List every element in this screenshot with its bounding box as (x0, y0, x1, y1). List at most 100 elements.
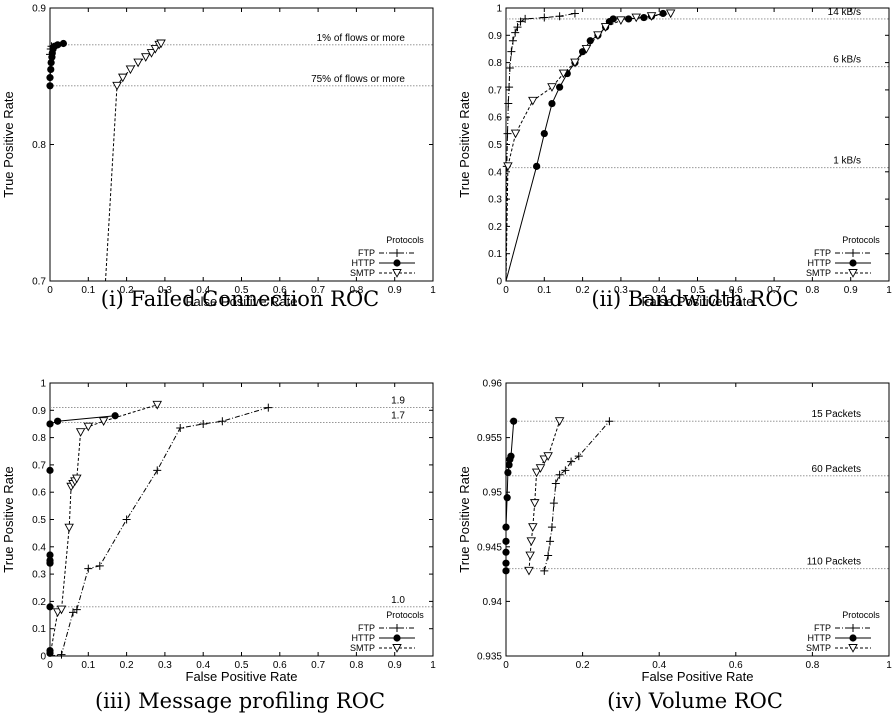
series-line-smtp (49, 404, 158, 657)
y-tick-label: 0.2 (488, 222, 502, 233)
x-tick-label: 0.3 (614, 285, 628, 296)
y-tick-label: 0 (40, 652, 46, 663)
data-point-http (46, 551, 54, 559)
legend-marker (393, 249, 401, 257)
data-point-ftp (605, 417, 614, 426)
y-tick-label: 0.4 (32, 542, 46, 553)
y-tick-label: 0.94 (483, 597, 503, 608)
legend-title: Protocols (386, 610, 424, 620)
data-point-http (46, 420, 54, 428)
x-tick-label: 0.2 (576, 660, 590, 671)
data-point-http (46, 466, 54, 474)
x-tick-label: 0.7 (311, 660, 325, 671)
y-tick-label: 0.7 (32, 277, 46, 288)
data-point-http (533, 162, 541, 170)
data-point-smtp (558, 69, 569, 79)
data-point-http (46, 603, 54, 611)
data-point-ftp (95, 561, 104, 570)
data-point-ftp (567, 457, 576, 466)
data-point-smtp (570, 58, 580, 68)
data-point-smtp (150, 45, 161, 54)
threshold-label: 14 kB/s (828, 7, 861, 18)
data-point-http (507, 452, 515, 460)
series-smtp (49, 400, 162, 657)
y-tick-label: 0.945 (477, 542, 502, 553)
data-point-smtp (539, 455, 550, 465)
x-axis-label: False Positive Rate (186, 294, 298, 309)
data-point-http (548, 99, 556, 108)
data-point-smtp (526, 537, 537, 547)
data-point-ftp (546, 537, 555, 546)
x-tick-label: 0.9 (388, 285, 402, 296)
x-tick-label: 0 (47, 285, 53, 296)
y-tick-label: 0.8 (488, 58, 502, 69)
y-tick-label: 0.95 (483, 488, 503, 499)
data-point-ftp (72, 605, 81, 614)
threshold-label: 15 Packets (812, 409, 861, 420)
data-point-ftp (540, 566, 549, 575)
data-point-http (586, 37, 594, 45)
y-tick-label: 0.5 (488, 140, 502, 151)
data-point-ftp (122, 515, 131, 524)
legend-title: Protocols (842, 610, 880, 620)
x-tick-label: 0.8 (349, 285, 363, 296)
x-tick-label: 1 (886, 660, 892, 671)
y-tick-label: 0.9 (32, 406, 46, 417)
data-point-smtp (554, 417, 565, 426)
data-point-smtp (503, 162, 513, 172)
data-point-smtp (528, 523, 538, 532)
legend-title: Protocols (842, 235, 880, 245)
y-axis-label: True Positive Rate (1, 91, 16, 197)
panel-caption: (iii) Message profiling ROC (95, 689, 385, 713)
data-point-ftp (199, 419, 208, 428)
legend-label: SMTP (806, 643, 831, 653)
data-point-smtp (133, 58, 143, 68)
data-point-ftp (57, 650, 66, 659)
data-point-http (59, 39, 68, 48)
data-point-ftp (513, 23, 522, 32)
threshold-label: 1.0 (391, 595, 405, 606)
data-point-smtp (543, 452, 553, 461)
data-point-http (502, 567, 510, 575)
data-point-http (46, 646, 54, 655)
data-point-smtp (524, 566, 534, 576)
data-point-ftp (570, 9, 579, 18)
data-point-ftp (521, 14, 530, 23)
legend-marker (848, 644, 858, 653)
x-tick-label: 1 (886, 285, 892, 296)
data-point-http (502, 559, 510, 567)
data-point-smtp (535, 464, 546, 473)
data-point-http (46, 82, 54, 90)
threshold-label: 1.7 (391, 411, 405, 422)
y-tick-label: 1 (40, 379, 46, 390)
series-line-ftp (543, 420, 610, 571)
y-tick-label: 0.935 (477, 652, 502, 663)
x-tick-label: 1 (430, 285, 436, 296)
x-tick-label: 0.6 (729, 285, 743, 296)
legend-label: FTP (814, 248, 831, 258)
x-tick-label: 0.6 (273, 285, 287, 296)
y-tick-label: 0 (496, 277, 502, 288)
data-point-smtp (510, 129, 521, 139)
legend-marker (849, 259, 857, 267)
series-line-smtp (528, 421, 561, 571)
legend-label: SMTP (806, 268, 831, 278)
x-tick-label: 0.5 (691, 285, 705, 296)
threshold-label: 60 Packets (812, 464, 861, 475)
x-tick-label: 0.1 (537, 285, 551, 296)
data-point-smtp (646, 12, 657, 21)
data-point-smtp (56, 605, 67, 615)
x-tick-label: 0 (47, 660, 53, 671)
x-tick-label: 0.8 (805, 285, 819, 296)
threshold-label: 75% of flows or more (311, 74, 405, 85)
x-tick-label: 0.1 (81, 660, 95, 671)
y-tick-label: 0.9 (488, 31, 502, 42)
data-point-ftp (555, 12, 564, 21)
series-ftp (49, 403, 273, 659)
data-point-http (505, 461, 513, 469)
data-point-http (556, 83, 564, 91)
legend-label: HTTP (808, 633, 832, 643)
data-point-http (47, 59, 55, 67)
data-point-smtp (531, 468, 542, 478)
x-tick-label: 1 (430, 660, 436, 671)
